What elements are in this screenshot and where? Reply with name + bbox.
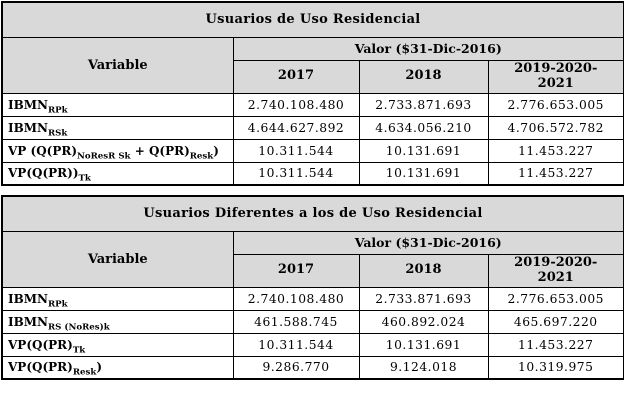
- variable-label: VP (Q(PR)NoResR Sk + Q(PR)Resk): [1, 138, 234, 163]
- value-cell: 4.634.056.210: [358, 115, 489, 140]
- table-row: IBMNRSk 4.644.627.892 4.634.056.210 4.706.5…: [1, 115, 624, 140]
- table-title-row: Usuarios Diferentes a los de Uso Residen…: [1, 195, 624, 232]
- variable-label: IBMNRPk: [1, 286, 234, 311]
- table-row: IBMNRPk 2.740.108.480 2.733.871.693 2.776.6…: [1, 286, 624, 311]
- table-row: VP(Q(PR)Tk 10.311.544 10.131.691 11.453.227: [1, 332, 624, 357]
- year-header-2018: 2018: [358, 59, 489, 94]
- variable-label: VP(Q(PR)Tk: [1, 332, 234, 357]
- valor-header-row: Variable Valor ($31-Dic-2016): [1, 230, 624, 288]
- valor-header-row: Variable Valor ($31-Dic-2016): [1, 36, 624, 94]
- value-cell: 11.453.227: [487, 138, 624, 163]
- variable-label: IBMNRPk: [1, 92, 234, 117]
- value-cell: 10.131.691: [358, 332, 489, 357]
- residential-table-body: IBMNRPk 2.740.108.480 2.733.871.693 2.776.6…: [1, 92, 624, 186]
- value-cell: 10.131.691: [358, 138, 489, 163]
- table-row: IBMNRPk 2.740.108.480 2.733.871.693 2.776.6…: [1, 92, 624, 117]
- year-header-2019-2021: 2019-2020- 2021: [487, 253, 624, 288]
- valor-group-header: Valor ($31-Dic-2016): [232, 36, 624, 61]
- value-cell: 11.453.227: [487, 332, 624, 357]
- value-cell: 9.124.018: [358, 355, 489, 380]
- year-header-2019-2021: 2019-2020- 2021: [487, 59, 624, 94]
- value-cell: 10.311.544: [232, 161, 360, 186]
- value-cell: 2.733.871.693: [358, 92, 489, 117]
- variable-column-header: Variable: [1, 230, 234, 288]
- variable-column-header: Variable: [1, 36, 234, 94]
- value-cell: 2.740.108.480: [232, 286, 360, 311]
- variable-label: VP(Q(PR)Resk): [1, 355, 234, 380]
- value-cell: 10.311.544: [232, 138, 360, 163]
- years-header-row: 2017 2018 2019-2020- 2021: [2, 59, 624, 94]
- variable-label: IBMNRS (NoRes)k: [1, 309, 234, 334]
- value-cell: 461.588.745: [232, 309, 360, 334]
- value-cell: 9.286.770: [232, 355, 360, 380]
- value-cell: 11.453.227: [487, 161, 624, 186]
- year-header-2017: 2017: [232, 253, 360, 288]
- value-cell: 465.697.220: [487, 309, 624, 334]
- value-cell: 4.644.627.892: [232, 115, 360, 140]
- table-row: VP(Q(PR)Resk) 9.286.770 9.124.018 10.319.97…: [1, 355, 624, 380]
- table-row: VP(Q(PR))Tk 10.311.544 10.131.691 11.453.22…: [1, 161, 624, 186]
- year-header-2017: 2017: [232, 59, 360, 94]
- value-cell: 10.319.975: [487, 355, 624, 380]
- table-title: Usuarios de Uso Residencial: [1, 1, 624, 38]
- value-cell: 460.892.024: [358, 309, 489, 334]
- variable-label: IBMNRSk: [1, 115, 234, 140]
- valor-group-header: Valor ($31-Dic-2016): [232, 230, 624, 255]
- residential-users-table: Usuarios de Uso Residencial Variable Val…: [1, 1, 624, 186]
- table-row: IBMNRS (NoRes)k 461.588.745 460.892.024 465…: [1, 309, 624, 334]
- table-row: VP (Q(PR)NoResR Sk + Q(PR)Resk) 10.311.54…: [1, 138, 624, 163]
- table-title: Usuarios Diferentes a los de Uso Residen…: [1, 195, 624, 232]
- table-title-row: Usuarios de Uso Residencial: [1, 1, 624, 38]
- year-header-2018: 2018: [358, 253, 489, 288]
- non-residential-users-table: Usuarios Diferentes a los de Uso Residen…: [1, 195, 624, 380]
- non-residential-table-body: IBMNRPk 2.740.108.480 2.733.871.693 2.776.6…: [1, 286, 624, 380]
- value-cell: 4.706.572.782: [487, 115, 624, 140]
- value-cell: 2.733.871.693: [358, 286, 489, 311]
- value-cell: 2.740.108.480: [232, 92, 360, 117]
- value-cell: 2.776.653.005: [487, 92, 624, 117]
- variable-label: VP(Q(PR))Tk: [1, 161, 234, 186]
- value-cell: 2.776.653.005: [487, 286, 624, 311]
- value-cell: 10.131.691: [358, 161, 489, 186]
- value-cell: 10.311.544: [232, 332, 360, 357]
